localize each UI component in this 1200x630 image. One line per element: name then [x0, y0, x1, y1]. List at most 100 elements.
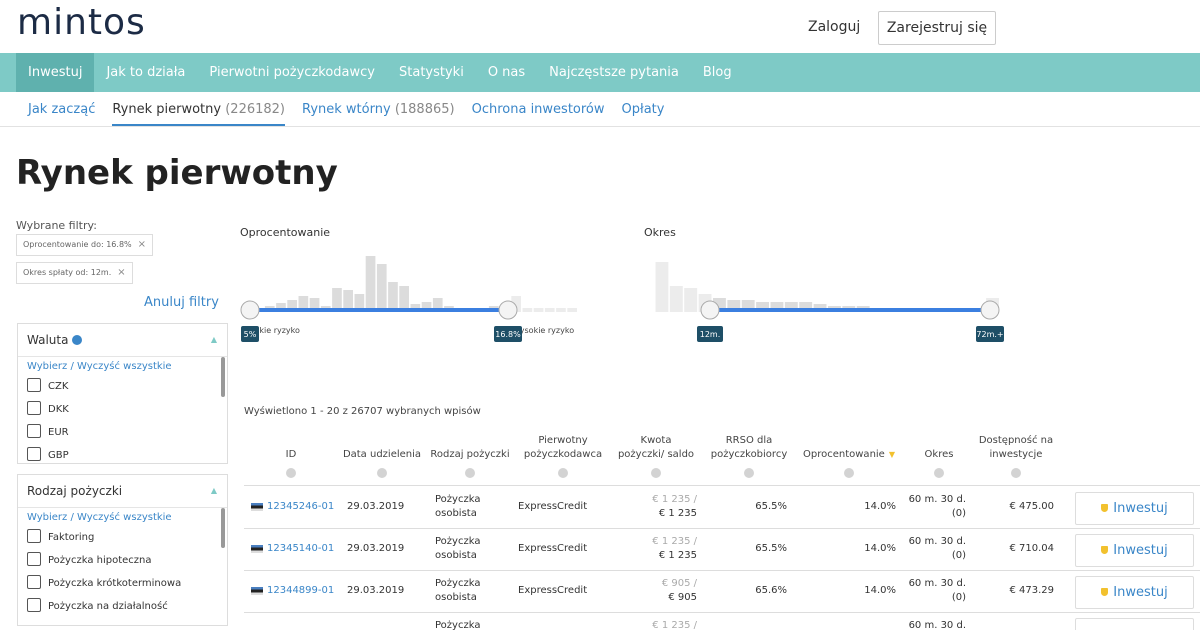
info-icon [72, 335, 83, 345]
loan-id[interactable]: 12344899-01 [267, 585, 335, 596]
nav-item[interactable]: Pierwotni pożyczkodawcy [209, 65, 375, 80]
group-title: Waluta [27, 333, 69, 347]
subnav-item[interactable]: Rynek pierwotny (226182) [112, 92, 286, 126]
lender: ExpressCredit [518, 501, 588, 512]
histogram-bar [567, 308, 577, 312]
option[interactable]: GBP [18, 444, 227, 463]
histogram-bar [669, 286, 683, 312]
histogram-bar [684, 288, 698, 312]
register-button[interactable]: Zarejestruj się [878, 11, 996, 45]
option[interactable]: Pożyczka na działalność [18, 595, 227, 618]
loan-amount: € 1 235 / [652, 620, 697, 630]
nav-item[interactable]: Najczęstsze pytania [549, 65, 679, 80]
subnav-item[interactable]: Rynek wtórny (188865) [302, 92, 455, 126]
subnav-item[interactable]: Opłaty [622, 92, 665, 126]
row-line [244, 528, 1200, 529]
invest-button[interactable]: Inwestuj [1075, 492, 1194, 525]
subnav-label: Opłaty [621, 102, 665, 117]
slider-handle[interactable] [498, 300, 518, 320]
option[interactable]: DKK [18, 398, 227, 421]
histogram-bar [309, 298, 320, 312]
histogram-bar [388, 282, 398, 312]
term: 60 m. 30 d. [908, 536, 966, 547]
option-label: GBP [48, 450, 69, 461]
checkbox[interactable] [27, 575, 41, 589]
histogram-bar [354, 294, 365, 312]
option[interactable]: EUR [18, 421, 227, 444]
column-label: Data udzielenia [342, 449, 422, 460]
nav-item[interactable]: Statystyki [399, 65, 464, 80]
histogram-bar [376, 264, 387, 312]
option[interactable]: Pożyczka krótkoterminowa [18, 572, 227, 595]
lender: ExpressCredit [518, 585, 588, 596]
filter-group: Waluta ▲ Wybierz / Wyczyść wszystkie CZK DKK… [17, 323, 228, 464]
column-label: Dostępność na inwestycje [978, 435, 1054, 460]
column-header[interactable]: Oprocentowanie ▼ [799, 448, 899, 462]
shield-icon [1101, 546, 1109, 554]
term-note: (0) [951, 508, 966, 519]
column-label: Okres [924, 449, 954, 460]
loan-type: Pożyczka osobista [435, 578, 481, 603]
logo[interactable]: mintos [17, 2, 146, 43]
term: 60 m. 30 d. [908, 494, 966, 505]
checkbox[interactable] [27, 378, 41, 392]
invest-label: Inwestuj [1113, 501, 1168, 516]
column-label: Pierwotny pożyczkodawca [523, 435, 603, 460]
select-all[interactable]: Wybierz / Wyczyść wszystkie [27, 361, 172, 372]
group-header[interactable]: Rodzaj pożyczki ▲ [18, 475, 227, 508]
info-icon [286, 468, 296, 478]
subnav-item[interactable]: Ochrona inwestorów [472, 92, 605, 126]
nav-item[interactable]: O nas [487, 65, 526, 80]
option[interactable]: Faktoring [18, 526, 227, 549]
rrso: 65.5% [755, 543, 787, 554]
checkbox[interactable] [27, 424, 41, 438]
invest-button[interactable]: Inwestuj [1075, 576, 1194, 609]
page-title: Rynek pierwotny [16, 153, 338, 193]
checkbox[interactable] [27, 401, 41, 415]
histogram-bar [533, 308, 544, 312]
slider-handle[interactable] [240, 300, 260, 320]
slider-label: Okres [644, 226, 676, 239]
scrollbar [221, 357, 225, 397]
info-icon [377, 468, 387, 478]
chip-remove[interactable]: × [117, 267, 126, 278]
checkbox[interactable] [27, 447, 41, 461]
nav-item[interactable]: Jak to działa [106, 65, 186, 80]
histogram-bar [770, 302, 784, 312]
nav-item[interactable]: Inwestuj [16, 53, 95, 92]
loan-amount: € 1 235 / [652, 494, 697, 505]
loan-id[interactable]: 12345246-01 [267, 501, 335, 512]
column-header: Rodzaj pożyczki [420, 448, 520, 462]
select-all[interactable]: Wybierz / Wyczyść wszystkie [27, 512, 172, 523]
group-header[interactable]: Waluta ▲ [18, 324, 227, 357]
column-header: Pierwotny pożyczkodawca [518, 434, 608, 462]
loan-balance: € 905 [668, 592, 697, 603]
sort-arrow: ▼ [888, 450, 895, 459]
checkbox[interactable] [27, 529, 41, 543]
filter-group: Rodzaj pożyczki ▲ Wybierz / Wyczyść wszyst… [17, 474, 228, 626]
chip-label: Oprocentowanie do: 16.8% [23, 240, 132, 249]
loan-type: Pożyczka osobista [435, 536, 481, 561]
nav-item[interactable]: Blog [702, 65, 732, 80]
invest-button[interactable] [1075, 618, 1194, 630]
slider-handle[interactable] [980, 300, 1000, 320]
subnav-count: (188865) [394, 102, 455, 117]
checkbox[interactable] [27, 598, 41, 612]
slider-handle[interactable] [700, 300, 720, 320]
loan-id[interactable]: 12345140-01 [267, 543, 335, 554]
loan-type: Pożyczka osobista [435, 494, 481, 519]
clear-filters[interactable]: Anuluj filtry [144, 295, 219, 310]
option[interactable]: Pożyczka hipoteczna [18, 549, 227, 572]
row-line [244, 612, 1200, 613]
sub-nav: Jak zacząć Rynek pierwotny (226182) Rynek … [0, 92, 1200, 127]
filter-chip: Oprocentowanie do: 16.8% × [16, 234, 154, 256]
invest-button[interactable]: Inwestuj [1075, 534, 1194, 567]
chip-remove[interactable]: × [137, 239, 147, 250]
option[interactable]: CZK [18, 375, 227, 398]
histogram-bar [522, 308, 533, 312]
login-link[interactable]: Zaloguj [808, 19, 861, 35]
subnav-item[interactable]: Jak zacząć [28, 92, 95, 126]
histogram-bar [799, 302, 813, 312]
info-icon [651, 468, 661, 478]
checkbox[interactable] [27, 552, 41, 566]
